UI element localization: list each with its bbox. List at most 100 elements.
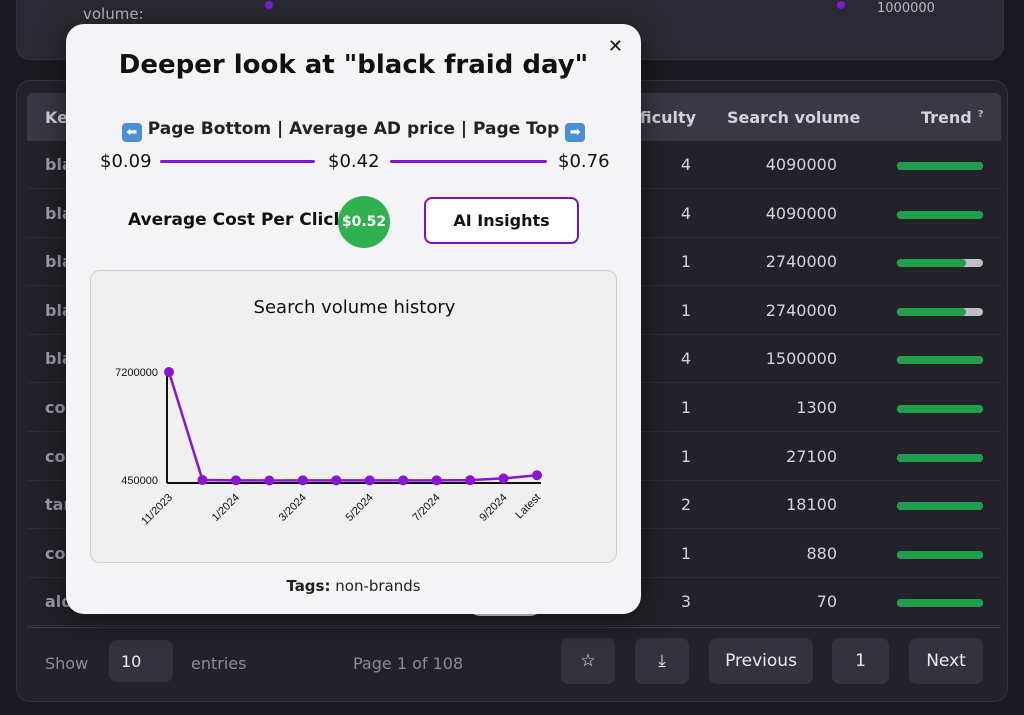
data-point <box>264 475 275 486</box>
row-search-volume: 70 <box>816 592 837 612</box>
close-icon[interactable]: ✕ <box>607 36 623 57</box>
price-page-top: $0.76 <box>558 151 610 172</box>
row-difficulty: 1 <box>680 543 691 563</box>
x-tick-label: Latest <box>513 492 543 522</box>
row-trend-bar <box>897 162 983 170</box>
price-range-line-right <box>390 160 547 163</box>
data-point <box>297 475 308 486</box>
keyword-detail-modal: ✕ Deeper look at "black fraid day" ⬅ Pag… <box>66 24 641 614</box>
row-trend-fill <box>897 405 983 413</box>
entries-label: entries <box>191 654 247 673</box>
data-point <box>431 475 442 486</box>
y-tick-label: 7200000 <box>115 367 158 379</box>
y-tick-label: 450000 <box>121 475 158 487</box>
data-point <box>465 475 476 486</box>
data-point <box>164 367 174 377</box>
x-tick-label: 7/2024 <box>410 492 442 524</box>
row-trend-fill <box>897 599 983 608</box>
data-point <box>331 475 342 486</box>
download-icon: ⤓ <box>658 651 666 671</box>
search-volume-chart: Search volume history 7200000 450000 11/20… <box>90 270 617 563</box>
row-trend-bar <box>897 259 983 268</box>
row-search-volume: 1300 <box>796 398 837 417</box>
data-point <box>532 470 542 481</box>
show-label: Show <box>45 654 89 673</box>
row-trend-fill <box>897 210 983 219</box>
row-difficulty: 3 <box>680 592 691 612</box>
row-trend-fill <box>897 356 983 365</box>
modal-title: Deeper look at "black fraid day" <box>118 50 589 80</box>
previous-page-button[interactable]: Previous <box>709 638 813 684</box>
table-footer: Show 10 entries Page 1 of 108 ☆ ⤓ Previo… <box>27 627 1001 697</box>
x-tick-label: 5/2024 <box>344 492 376 524</box>
row-trend-bar <box>897 307 983 316</box>
column-header-trend[interactable]: Trend? <box>921 108 984 127</box>
series-line <box>167 371 538 482</box>
row-difficulty: 4 <box>680 155 691 174</box>
row-search-volume: 1500000 <box>765 349 837 369</box>
ai-insights-button[interactable]: AI Insights <box>424 197 579 244</box>
row-search-volume: 27100 <box>786 446 837 466</box>
star-icon: ☆ <box>580 651 596 671</box>
row-difficulty: 1 <box>680 300 691 320</box>
row-trend-bar <box>897 356 983 365</box>
row-difficulty: 2 <box>680 495 691 515</box>
row-difficulty: 1 <box>680 398 691 417</box>
row-search-volume: 4090000 <box>765 155 837 174</box>
arrow-left-icon: ⬅ <box>121 123 142 142</box>
volume-filter-label: volume: <box>83 5 144 23</box>
ad-price-range-label: ⬅ Page Bottom | Average AD price | Page … <box>66 119 641 142</box>
data-point <box>197 475 208 485</box>
row-trend-fill <box>897 307 966 316</box>
x-tick-label: 3/2024 <box>277 492 309 524</box>
download-button[interactable]: ⤓ <box>635 638 689 684</box>
cpc-value-badge: $0.52 <box>338 196 390 248</box>
data-point <box>498 473 509 484</box>
page-size-select[interactable]: 10 <box>109 640 173 682</box>
trend-header-label: Trend <box>921 108 972 127</box>
data-point <box>398 475 409 486</box>
arrow-right-icon: ➡ <box>565 123 586 142</box>
row-difficulty: 4 <box>680 203 691 223</box>
row-trend-fill <box>897 502 983 511</box>
row-trend-bar <box>897 453 983 462</box>
row-search-volume: 4090000 <box>765 203 837 223</box>
data-point <box>230 475 241 486</box>
tags-label: Tags: <box>286 577 331 595</box>
volume-slider-handle-min[interactable] <box>265 1 273 9</box>
next-page-button[interactable]: Next <box>909 638 983 684</box>
x-tick-label: 9/2024 <box>477 492 509 524</box>
chart-title: Search volume history <box>253 297 456 318</box>
price-range-line-left <box>160 160 315 163</box>
page-number-input[interactable]: 1 <box>832 638 889 684</box>
tags-line: Tags: non-brands <box>66 577 641 595</box>
row-search-volume: 18100 <box>786 495 837 515</box>
row-trend-bar <box>897 550 983 559</box>
row-trend-fill <box>897 550 983 559</box>
row-search-volume: 2740000 <box>765 252 837 272</box>
row-search-volume: 880 <box>806 543 837 563</box>
favorite-star-button[interactable]: ☆ <box>561 638 615 684</box>
cpc-label: Average Cost Per Click: <box>128 210 352 230</box>
row-trend-bar <box>897 502 983 511</box>
chart-canvas: 7200000 450000 11/2023 1/2024 3/2024 5/2024 7/… <box>115 367 543 528</box>
volume-slider-handle-max[interactable] <box>837 1 845 9</box>
price-page-bottom: $0.09 <box>100 151 152 172</box>
tags-value: non-brands <box>335 577 421 595</box>
row-trend-fill <box>897 453 983 462</box>
x-tick-label: 11/2023 <box>139 492 175 528</box>
row-trend-fill <box>897 259 966 268</box>
row-trend-bar <box>897 210 983 219</box>
row-trend-bar <box>897 599 983 608</box>
column-header-search-volume[interactable]: Search volume <box>727 108 861 127</box>
trend-help-icon[interactable]: ? <box>977 108 984 120</box>
page-info: Page 1 of 108 <box>353 654 464 673</box>
x-tick-label: 1/2024 <box>210 492 242 524</box>
data-point <box>364 475 375 486</box>
volume-filter-max-value: 1000000 <box>877 1 935 16</box>
ad-price-range-text: Page Bottom | Average AD price | Page To… <box>147 119 560 139</box>
row-trend-fill <box>897 162 983 170</box>
row-difficulty: 1 <box>680 252 691 272</box>
row-search-volume: 2740000 <box>765 300 837 320</box>
row-difficulty: 4 <box>680 349 691 369</box>
